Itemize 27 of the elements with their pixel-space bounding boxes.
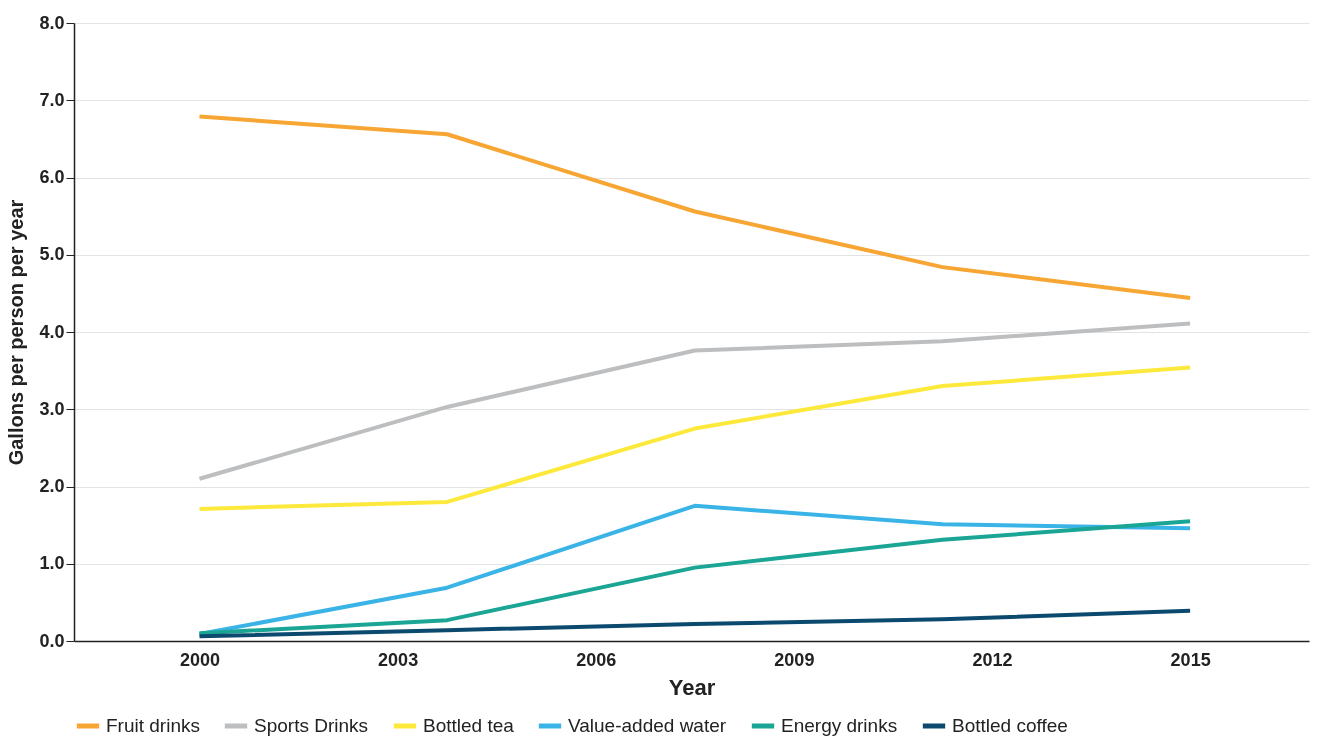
y-tick-label: 8.0: [39, 12, 65, 33]
y-tick-label: 3.0: [39, 398, 65, 419]
y-axis-title: Gallons per person per year: [5, 199, 28, 466]
x-tick-label: 2009: [774, 649, 815, 670]
y-tick-label: 1.0: [39, 553, 65, 574]
x-tick-label: 2000: [179, 649, 220, 670]
line-series: [197, 321, 1193, 481]
x-tick-label: 2015: [1170, 649, 1211, 670]
line-series: [197, 608, 1193, 639]
x-axis-title: Year: [668, 674, 716, 700]
y-tick-label: 7.0: [39, 89, 65, 110]
y-tick-label: 6.0: [39, 167, 65, 187]
line-series: [197, 114, 1193, 301]
legend-label: Energy drinks: [781, 715, 898, 736]
x-tick-label: 2006: [576, 649, 617, 670]
y-tick-label: 0.0: [39, 630, 65, 651]
y-tick-label: 4.0: [39, 321, 65, 342]
y-tick-label: 2.0: [39, 476, 65, 496]
x-tick-label: 2012: [972, 649, 1013, 670]
x-tick-label: 2003: [378, 649, 419, 670]
legend-label: Value-added water: [568, 715, 727, 736]
legend-label: Bottled tea: [423, 715, 515, 736]
line-series: [197, 365, 1193, 511]
legend-label: Fruit drinks: [106, 715, 200, 736]
y-tick-label: 5.0: [39, 244, 65, 265]
legend-label: Sports Drinks: [254, 715, 369, 736]
legend-label: Bottled coffee: [952, 715, 1068, 736]
